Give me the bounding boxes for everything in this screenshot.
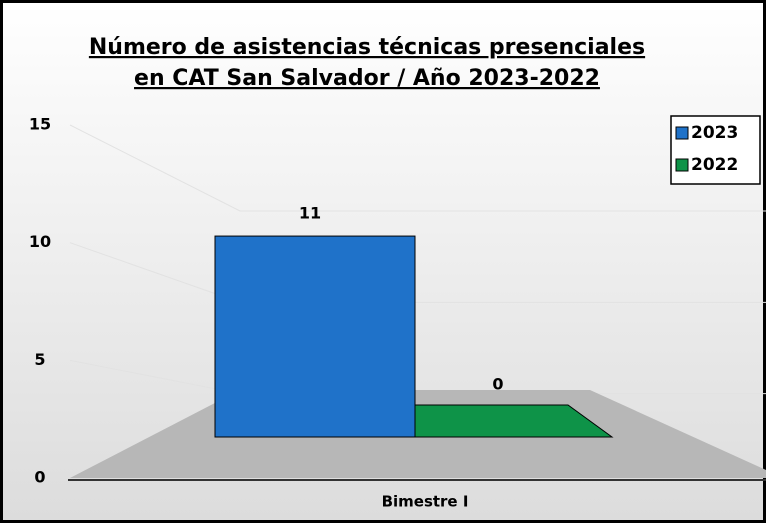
legend-swatch <box>675 158 689 172</box>
grid-line <box>69 124 766 212</box>
x-tick-label: Bimestre I <box>382 493 469 511</box>
y-tick-label: 15 <box>29 115 51 134</box>
bar <box>214 235 416 438</box>
legend-label: 2022 <box>691 155 738 175</box>
legend: 2023 2022 <box>670 115 761 185</box>
y-tick-label: 0 <box>34 468 45 487</box>
y-tick-label: 10 <box>29 232 51 251</box>
y-tick-label: 5 <box>34 350 45 369</box>
legend-swatch <box>675 126 689 140</box>
chart-title: Número de asistencias técnicas presencia… <box>89 35 645 60</box>
bar <box>414 404 614 438</box>
legend-label: 2023 <box>691 123 738 143</box>
data-label: 11 <box>299 204 321 223</box>
chart-title: en CAT San Salvador / Año 2023-2022 <box>134 66 600 91</box>
data-label: 0 <box>492 375 503 394</box>
